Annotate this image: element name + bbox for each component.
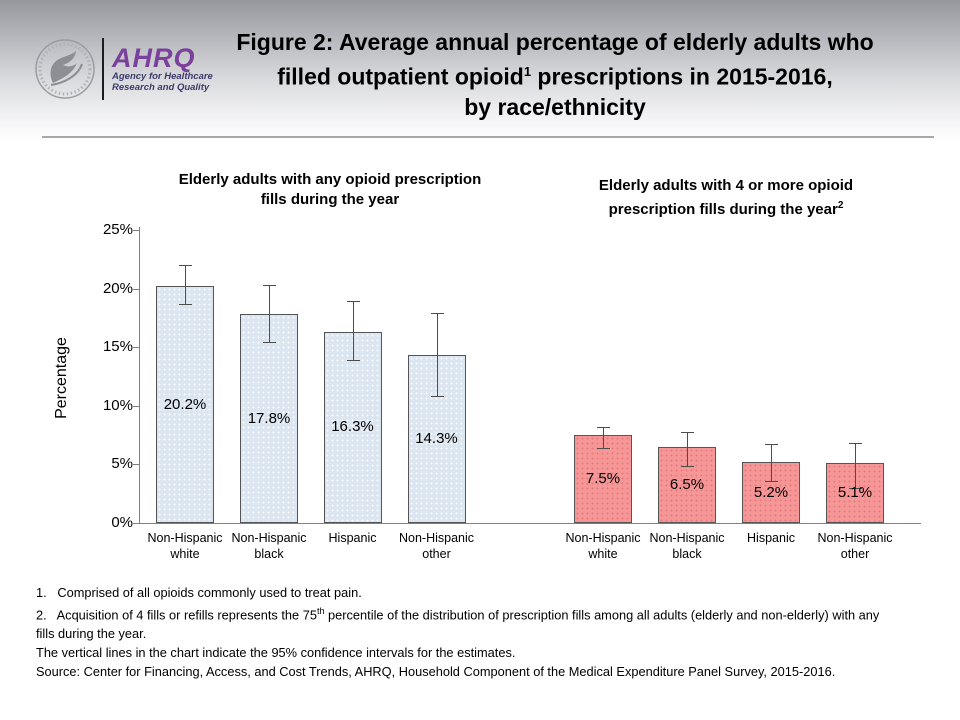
- ahrq-tagline-2: Research and Quality: [112, 82, 210, 93]
- y-tick: [133, 347, 139, 349]
- error-bar-cap-top: [430, 313, 444, 315]
- error-bar-cap-bottom: [179, 303, 192, 305]
- y-tick: [133, 464, 139, 466]
- x-category-label: Non-Hispanic black: [231, 531, 307, 561]
- header-gradient-band: [0, 0, 960, 142]
- bar: [323, 331, 382, 523]
- x-category-label: Non-Hispanic white: [147, 531, 223, 561]
- footnote-2: 2. Acquisition of 4 fills or refills rep…: [36, 606, 880, 642]
- y-axis: [139, 227, 140, 523]
- y-tick-label: 20%: [102, 279, 133, 297]
- x-category-label: Non-Hispanic other: [398, 531, 475, 561]
- ahrq-wordmark: AHRQ: [112, 43, 196, 73]
- figure-title: Figure 2: Average annual percentage of e…: [175, 27, 935, 122]
- y-tick-label: 15%: [102, 338, 133, 356]
- panel-title-any-fills: Elderly adults with any opioid prescript…: [178, 171, 482, 208]
- y-tick-label: 10%: [102, 396, 133, 414]
- bar-value-label: 17.8%: [247, 409, 291, 427]
- panel-title-4plus-fills: Elderly adults with 4 or more opioid pre…: [598, 177, 854, 218]
- error-bar-cap-top: [263, 285, 276, 286]
- bar-value-label: 14.3%: [415, 430, 458, 448]
- error-bar-cap-bottom: [681, 465, 694, 467]
- error-bar-cap-bottom: [346, 360, 360, 362]
- bar-value-label: 5.1%: [837, 484, 873, 502]
- y-tick: [133, 405, 139, 407]
- error-bar-cap-bottom: [597, 447, 610, 449]
- bar-value-label: 5.2%: [753, 483, 789, 501]
- x-category-label: Non-Hispanic other: [817, 531, 893, 561]
- logo-divider: [102, 38, 104, 100]
- y-tick: [133, 288, 139, 290]
- footnote-ref-2: 2: [837, 200, 844, 211]
- y-tick: [133, 523, 139, 524]
- error-bar-cap-bottom: [849, 487, 862, 489]
- bar: [240, 314, 298, 523]
- y-tick-label: 25%: [102, 220, 133, 238]
- x-category-label: Non-Hispanic black: [649, 531, 725, 561]
- x-category-label: Non-Hispanic white: [565, 531, 641, 561]
- error-bar-stem: [771, 444, 772, 481]
- x-axis: [139, 523, 921, 524]
- error-bar-stem: [269, 285, 270, 343]
- error-bar-cap-bottom: [430, 396, 444, 398]
- error-bar-cap-top: [346, 301, 360, 303]
- y-tick-label: 0%: [111, 514, 133, 531]
- error-bar-cap-top: [765, 444, 778, 446]
- error-bar-stem: [352, 301, 354, 361]
- bar-value-label: 16.3%: [331, 418, 374, 436]
- x-category-label: Hispanic: [328, 531, 377, 545]
- footnote-1: 1. Comprised of all opioids commonly use…: [36, 585, 362, 600]
- y-tick-label: 5%: [111, 455, 133, 473]
- bar-value-label: 20.2%: [163, 395, 207, 413]
- logo-block: AHRQ Agency for Healthcare Research and …: [34, 38, 213, 100]
- ahrq-tagline-1: Agency for Healthcare: [112, 71, 213, 82]
- y-tick: [133, 229, 139, 231]
- footnote-ci: The vertical lines in the chart indicate…: [36, 645, 516, 661]
- error-bar-stem: [436, 313, 438, 397]
- bar: [156, 286, 214, 523]
- footnote-ref-1: 1: [523, 64, 532, 79]
- figure-title-line2: filled outpatient opioid1 prescriptions …: [277, 63, 833, 90]
- x-category-label: Hispanic: [747, 531, 795, 545]
- error-bar-cap-bottom: [263, 342, 276, 344]
- bar-value-label: 7.5%: [585, 470, 621, 488]
- ahrq-logo: AHRQ Agency for Healthcare Research and …: [112, 43, 213, 94]
- footnotes: 1. Comprised of all opioids commonly use…: [36, 583, 942, 681]
- error-bar-cap-top: [681, 431, 694, 433]
- error-bar-cap-bottom: [765, 480, 778, 482]
- error-bar-cap-top: [597, 426, 610, 428]
- figure-title-line1: Figure 2: Average annual percentage of e…: [236, 29, 874, 55]
- figure-title-line3: by race/ethnicity: [464, 93, 646, 120]
- bar: [574, 435, 632, 523]
- error-bar-stem: [687, 431, 688, 466]
- error-bar-stem: [603, 426, 604, 448]
- error-bar-stem: [855, 443, 856, 488]
- footnote-source: Source: Center for Financing, Access, an…: [36, 664, 836, 680]
- error-bar-cap-top: [849, 443, 862, 445]
- error-bar-stem: [185, 265, 186, 304]
- header-rule: [42, 136, 934, 138]
- hhs-eagle-icon: [35, 39, 95, 99]
- error-bar-cap-top: [179, 265, 192, 267]
- bar-value-label: 6.5%: [669, 475, 705, 493]
